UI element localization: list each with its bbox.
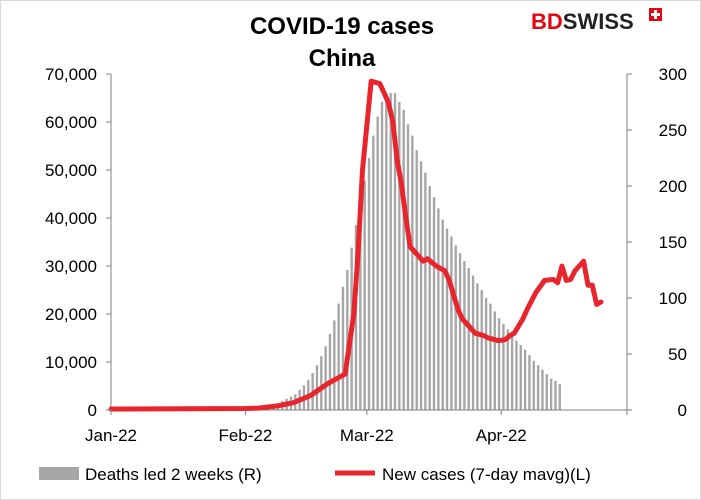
deaths-bar xyxy=(337,303,340,410)
deaths-bar xyxy=(541,369,544,410)
deaths-bar xyxy=(467,267,470,410)
deaths-bar xyxy=(359,202,362,410)
right-tick-label: 150 xyxy=(659,233,687,252)
deaths-bar xyxy=(393,93,397,410)
deaths-bar xyxy=(428,186,431,410)
deaths-bar xyxy=(354,225,358,410)
right-tick-label: 100 xyxy=(659,289,687,308)
deaths-bar xyxy=(515,340,518,410)
deaths-bar xyxy=(441,219,444,410)
deaths-bar xyxy=(493,311,496,410)
legend-new-cases-label: New cases (7-day mavg)(L) xyxy=(382,465,591,484)
deaths-bar xyxy=(480,290,483,410)
logo-swiss-text: SWISS xyxy=(563,9,634,34)
left-tick-label: 70,000 xyxy=(45,65,97,84)
x-tick-label: Mar-22 xyxy=(340,426,394,445)
deaths-bar xyxy=(437,208,440,410)
chart-title-line-1: COVID-19 cases xyxy=(250,13,434,40)
left-tick-label: 10,000 xyxy=(45,353,97,372)
deaths-bar xyxy=(471,275,475,410)
deaths-bar xyxy=(454,245,457,410)
deaths-bar xyxy=(476,283,479,410)
legend: Deaths led 2 weeks (R) New cases (7-day … xyxy=(39,465,591,484)
deaths-bar xyxy=(519,345,522,410)
right-tick-label: 200 xyxy=(659,177,687,196)
deaths-bar xyxy=(489,303,492,410)
deaths-bar xyxy=(536,365,540,410)
new-cases-line-layer xyxy=(108,78,604,412)
x-tick-label: Jan-22 xyxy=(85,426,137,445)
deaths-bar xyxy=(545,374,548,410)
deaths-bar xyxy=(506,329,509,410)
x-axis-ticks: Jan-22 Feb-22 Mar-22 Apr-22 xyxy=(85,410,628,445)
deaths-bar xyxy=(502,323,505,410)
deaths-bar xyxy=(406,124,410,411)
left-tick-label: 40,000 xyxy=(45,209,97,228)
deaths-bar xyxy=(380,102,384,410)
deaths-bar xyxy=(558,384,561,410)
deaths-bar xyxy=(445,228,449,410)
deaths-bar xyxy=(333,320,336,410)
new-cases-line xyxy=(108,78,604,412)
left-tick-label: 60,000 xyxy=(45,113,97,132)
deaths-bar xyxy=(419,161,423,410)
left-axis-ticks: 0 10,000 20,000 30,000 40,000 50,000 60,000 70,… xyxy=(45,65,111,420)
x-tick-label: Feb-22 xyxy=(218,426,272,445)
deaths-bar xyxy=(554,380,557,410)
legend-deaths-label: Deaths led 2 weeks (R) xyxy=(85,465,262,484)
deaths-bar xyxy=(510,333,514,410)
deaths-bar xyxy=(532,360,535,410)
deaths-bar xyxy=(549,378,553,410)
deaths-bar xyxy=(424,172,427,410)
deaths-bar xyxy=(389,93,392,410)
left-tick-label: 0 xyxy=(88,401,97,420)
deaths-bar xyxy=(315,365,319,410)
right-axis-ticks: 0 50 100 150 200 250 300 xyxy=(627,65,687,420)
right-tick-label: 0 xyxy=(678,401,687,420)
deaths-bar xyxy=(346,270,349,410)
deaths-bar xyxy=(341,286,345,410)
deaths-bar xyxy=(523,349,527,410)
deaths-bar xyxy=(497,318,501,410)
deaths-bar xyxy=(385,93,388,410)
deaths-bar xyxy=(458,253,462,410)
deaths-bar xyxy=(320,356,323,410)
deaths-bar xyxy=(411,135,414,410)
left-tick-label: 30,000 xyxy=(45,257,97,276)
right-tick-label: 250 xyxy=(659,121,687,140)
deaths-bar xyxy=(363,180,366,410)
deaths-bar xyxy=(328,333,332,410)
deaths-bar xyxy=(528,355,531,410)
deaths-bar xyxy=(463,261,466,410)
right-tick-label: 300 xyxy=(659,65,687,84)
deaths-bar xyxy=(432,197,436,410)
deaths-bar xyxy=(398,102,401,410)
logo-bd-text: BD xyxy=(531,9,563,34)
x-tick-label: Apr-22 xyxy=(476,426,527,445)
deaths-bar xyxy=(484,298,488,410)
deaths-bar xyxy=(372,135,375,410)
deaths-bar xyxy=(376,116,379,410)
legend-deaths-swatch xyxy=(39,467,79,480)
deaths-bar xyxy=(324,346,327,410)
deaths-bar xyxy=(415,150,418,410)
deaths-bar xyxy=(402,109,405,410)
chart-title-line-2: China xyxy=(309,45,376,72)
left-tick-label: 50,000 xyxy=(45,161,97,180)
right-tick-label: 50 xyxy=(668,345,687,364)
swiss-cross-icon xyxy=(649,8,662,21)
left-tick-label: 20,000 xyxy=(45,305,97,324)
bdswiss-logo: BDSWISS xyxy=(531,8,662,34)
deaths-bar xyxy=(367,158,371,410)
svg-text:BDSWISS: BDSWISS xyxy=(531,9,634,34)
deaths-bar xyxy=(450,236,453,410)
